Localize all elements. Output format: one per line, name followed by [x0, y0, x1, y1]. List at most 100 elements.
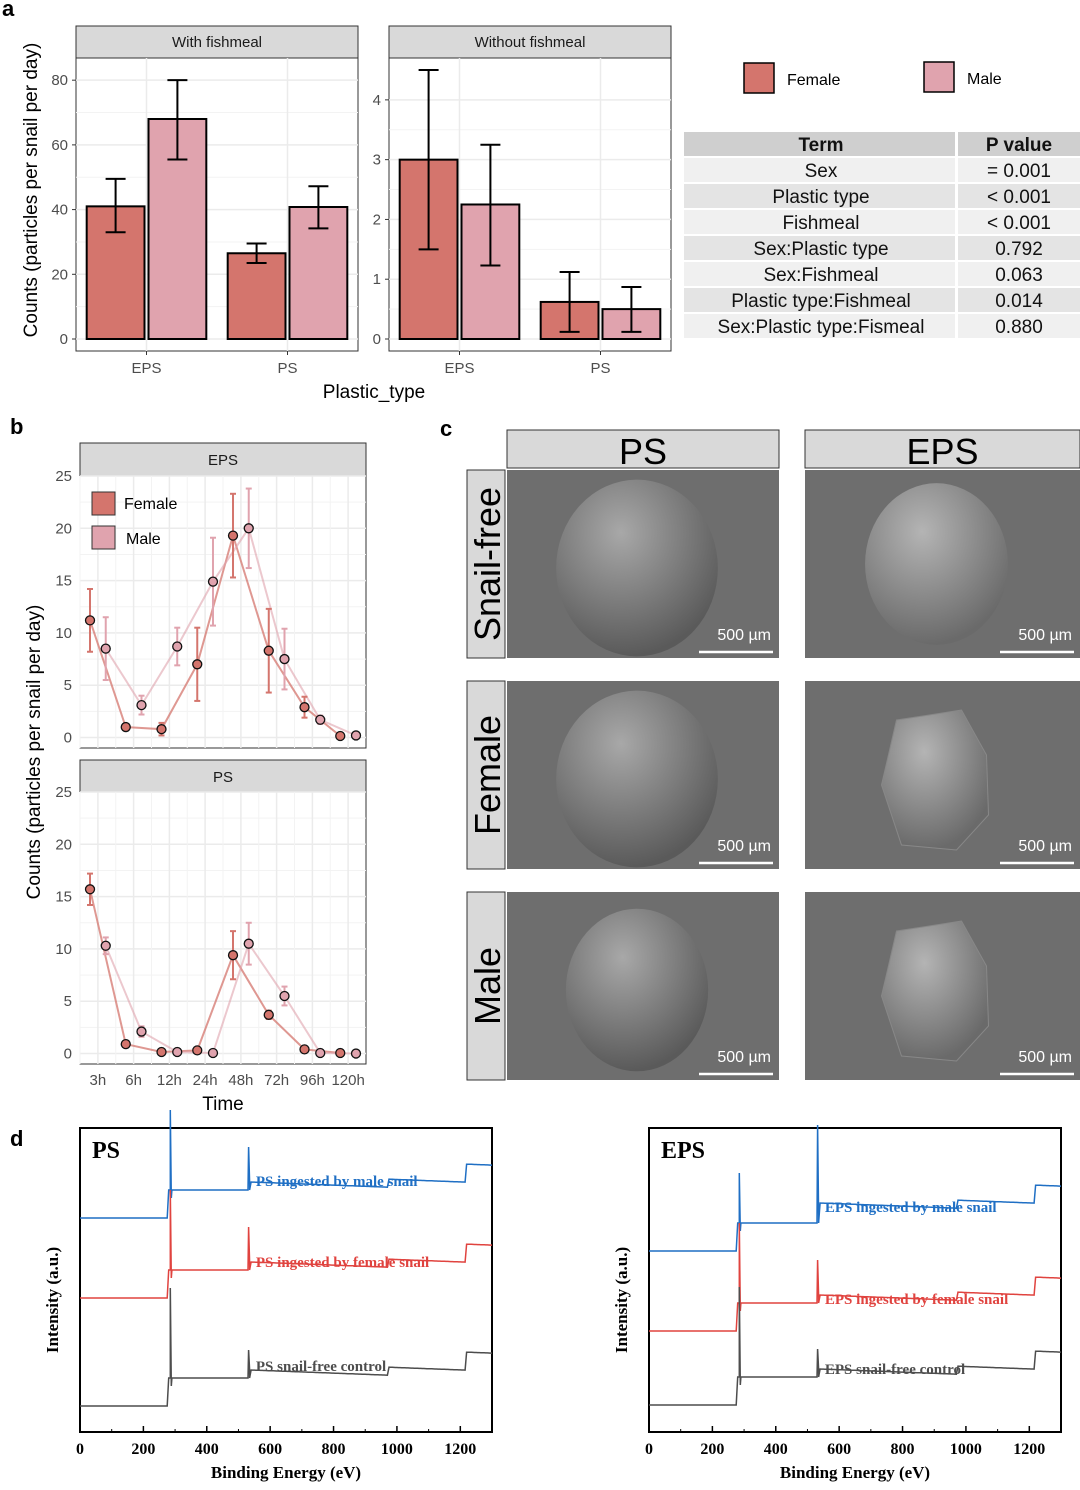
- table-pvalue: 0.014: [995, 291, 1043, 312]
- point-male-120h: [350, 1048, 362, 1059]
- table-cell: [684, 236, 955, 260]
- panel-letter-d: d: [10, 1126, 23, 1151]
- y-tick-label: 25: [55, 468, 72, 485]
- table-pvalue: < 0.001: [987, 213, 1051, 234]
- legend-label-male: Male: [126, 531, 161, 548]
- point-male-12h: [172, 1046, 183, 1058]
- point-female-120h: [335, 1047, 346, 1059]
- sem-column-header: [506, 429, 780, 469]
- x-tick-label: 200: [700, 1441, 724, 1458]
- y-tick-label: 15: [55, 889, 72, 906]
- point-male-6h: [136, 1026, 147, 1037]
- x-tick-label: 800: [322, 1441, 346, 1458]
- sem-row-label: Male: [467, 947, 508, 1025]
- stats-table: Term P value Sex = 0.001 Plastic type < 0.001…: [684, 132, 1080, 338]
- x-tick-label: 6h: [125, 1072, 142, 1089]
- x-tick-label: PS: [590, 360, 610, 377]
- x-tick-label: 0: [76, 1441, 84, 1458]
- point-female-120h: [335, 730, 346, 742]
- point-female-48h: [227, 530, 239, 541]
- table-pvalue: 0.880: [995, 317, 1043, 338]
- series-line-male: [104, 525, 357, 737]
- series-label: PS ingested by male snail: [256, 1174, 418, 1190]
- particle-ps-sphere: [565, 908, 709, 1072]
- point-female-96h: [299, 702, 310, 713]
- y-tick-label: 5: [64, 677, 72, 694]
- scale-bar-label: 500 µm: [717, 627, 771, 644]
- series-label: PS snail-free control: [256, 1359, 386, 1375]
- point-male-72h: [279, 990, 290, 1002]
- point-male-24h: [207, 1047, 219, 1059]
- x-tick-label: 1000: [950, 1441, 982, 1458]
- y-tick-label: 3: [373, 152, 381, 169]
- point-male-96h: [315, 714, 326, 725]
- y-tick-label: 1: [373, 271, 381, 288]
- point-male-3h: [100, 940, 111, 951]
- x-tick-label: EPS: [444, 360, 474, 377]
- x-tick-label: 72h: [264, 1072, 289, 1089]
- y-tick-label: 10: [55, 941, 72, 958]
- point-male-72h: [279, 653, 290, 665]
- table-cell: [958, 314, 1080, 338]
- table-header-cell: [958, 132, 1080, 156]
- x-tick-label: 0: [645, 1441, 653, 1458]
- sem-row-label: Snail-free: [467, 487, 508, 641]
- table-term: Sex:Plastic type:Fismeal: [718, 317, 925, 338]
- y-tick-label: 20: [51, 266, 68, 283]
- point-male-12h: [172, 641, 183, 652]
- point-female-6h: [120, 721, 131, 733]
- sem-row-header: [466, 469, 506, 659]
- x-tick-label: 120h: [331, 1072, 364, 1089]
- point-male-6h: [136, 699, 147, 711]
- series-label: EPS ingested by female snail: [825, 1292, 1008, 1308]
- particle-eps-degraded: [880, 709, 990, 851]
- table-cell: [958, 210, 1080, 234]
- y-axis-label: Intensity (a.u.): [612, 1247, 631, 1353]
- x-tick-label: 3h: [90, 1072, 107, 1089]
- table-term: Sex: [805, 161, 838, 182]
- scale-bar-label: 500 µm: [1018, 1049, 1072, 1066]
- line-chart-ps: PS 0 5 10 15 20 25 3h 6h 12h 24h 48h 72h 96h 120h: [55, 759, 367, 1089]
- sem-image-grid: PS EPS Snail-free 500 µm 500 µm Female 500 µm 5…: [466, 429, 1080, 1081]
- table-term: Sex:Plastic type: [753, 239, 888, 260]
- y-tick-label: 60: [51, 137, 68, 154]
- x-tick-label: 800: [891, 1441, 915, 1458]
- table-term: Plastic type: [772, 187, 869, 208]
- panel-letter-b: b: [10, 414, 23, 439]
- spectrum-line-1: [649, 1222, 1061, 1332]
- y-tick-label: 0: [64, 1046, 72, 1063]
- bar-female-ps: [226, 252, 287, 340]
- y-tick-label: 2: [373, 211, 381, 228]
- table-cell: [684, 262, 955, 286]
- x-tick-label: 24h: [193, 1072, 218, 1089]
- y-axis-label-b: Counts (particles per snail per day): [24, 605, 45, 900]
- x-tick-label: 400: [764, 1441, 788, 1458]
- y-tick-label: 5: [64, 993, 72, 1010]
- point-male-24h: [207, 576, 219, 587]
- table-header-pvalue: P value: [986, 135, 1052, 156]
- bar-chart-with-fishmeal: With fishmeal 0 20 40 60 80 EPS PS: [51, 25, 359, 377]
- scale-bar-label: 500 µm: [1018, 838, 1072, 855]
- point-female-24h: [192, 659, 203, 670]
- point-male-96h: [315, 1047, 326, 1059]
- point-female-96h: [299, 1044, 310, 1055]
- xps-chart-ps: PS 0 200 400 600 800 1000 1200 Binding Energy (e…: [43, 1109, 493, 1482]
- point-female-3h: [84, 884, 96, 895]
- scale-bar-label: 500 µm: [717, 838, 771, 855]
- y-axis-label-a: Counts (particles per snail per day): [21, 43, 42, 338]
- series-label: EPS ingested by male snail: [825, 1200, 997, 1216]
- table-cell: [684, 184, 955, 208]
- legend-swatch-male: [91, 525, 116, 550]
- x-tick-label: EPS: [131, 360, 161, 377]
- x-tick-label: PS: [277, 360, 297, 377]
- plot-frame: [648, 1127, 1062, 1433]
- point-female-72h: [263, 1009, 274, 1020]
- y-tick-label: 4: [373, 92, 381, 109]
- x-tick-label: 600: [827, 1441, 851, 1458]
- xps-title: EPS: [661, 1138, 705, 1164]
- table-pvalue: = 0.001: [987, 161, 1051, 182]
- table-cell: [684, 314, 955, 338]
- panel-letter-a: a: [2, 0, 15, 21]
- table-cell: [684, 288, 955, 312]
